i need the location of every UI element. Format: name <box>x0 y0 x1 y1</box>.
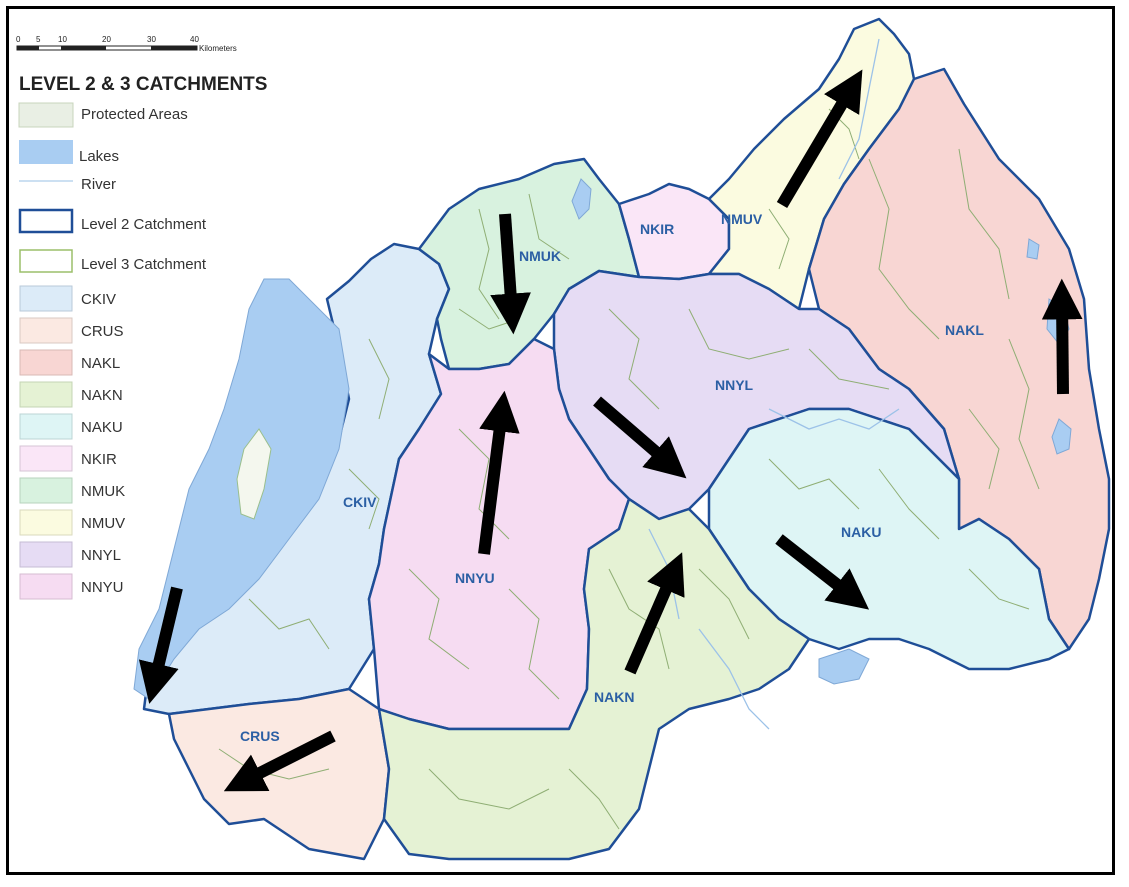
lake-southeast <box>818 648 870 685</box>
flow-arrow-ckiv <box>138 586 183 704</box>
flow-arrow-nakn <box>624 552 685 675</box>
lake-east-3 <box>1026 238 1040 260</box>
flow-arrow-naku <box>775 534 870 610</box>
legend-label-nakn: NAKN <box>81 387 123 404</box>
region-label-nakl: NAKL <box>945 322 984 338</box>
region-crus <box>167 687 391 861</box>
scale-tick-5: 5 <box>36 35 41 44</box>
legend-swatch-level3 <box>19 249 73 273</box>
region-label-nmuk: NMUK <box>519 248 561 264</box>
legend-label-nkir: NKIR <box>81 451 117 468</box>
scale-bar: 0 5 10 20 30 40 Kilometers <box>16 35 237 53</box>
legend-swatch-nnyl <box>19 541 73 568</box>
region-labels: NMUK NKIR NMUV NAKL NNYL CKIV NAKU NNYU … <box>240 211 984 744</box>
scale-tick-10: 10 <box>58 35 67 44</box>
region-label-nakn: NAKN <box>594 689 634 705</box>
legend-label-nnyu: NNYU <box>81 579 124 596</box>
lakes <box>133 178 1072 700</box>
scale-tick-20: 20 <box>102 35 111 44</box>
scale-tick-0: 0 <box>16 35 21 44</box>
legend-swatch-nmuv <box>19 509 73 536</box>
legend-label-level2: Level 2 Catchment <box>81 216 207 233</box>
legend-swatch-nmuk <box>19 477 73 504</box>
flow-arrow-crus <box>223 730 336 792</box>
lake-island <box>236 428 272 520</box>
legend-swatch-protected <box>18 102 74 128</box>
legend-label-naku: NAKU <box>81 419 123 436</box>
legend-swatch-nnyu <box>19 573 73 600</box>
legend-swatch-crus <box>19 317 73 344</box>
region-label-ckiv: CKIV <box>343 494 377 510</box>
legend-label-level3: Level 3 Catchment <box>81 256 207 273</box>
region-label-nnyu: NNYU <box>455 570 495 586</box>
map-frame: 0 5 10 20 30 40 Kilometers <box>6 6 1115 875</box>
legend-swatch-nakl <box>19 349 73 376</box>
region-label-nmuv: NMUV <box>721 211 763 227</box>
flow-arrow-nnyu <box>478 390 520 555</box>
flow-arrow-nmuk <box>490 213 531 335</box>
scale-tick-30: 30 <box>147 35 156 44</box>
legend-swatch-ckiv <box>19 285 73 312</box>
legend-label-lakes: Lakes <box>79 148 119 165</box>
legend-label-river: River <box>81 176 116 193</box>
legend-swatch-naku <box>19 413 73 440</box>
scale-tick-40: 40 <box>190 35 199 44</box>
legend: LEVEL 2 & 3 CATCHMENTS Protected Areas L… <box>18 74 267 600</box>
legend-label-ckiv: CKIV <box>81 291 116 308</box>
flow-arrows <box>138 69 1083 792</box>
legend-label-nakl: NAKL <box>81 355 120 372</box>
legend-label-protected: Protected Areas <box>81 106 188 123</box>
flow-arrow-nnyl <box>593 396 687 479</box>
flow-arrow-nmuv <box>776 69 863 209</box>
region-label-nnyl: NNYL <box>715 377 754 393</box>
flow-arrow-nakl <box>1041 278 1083 395</box>
catchment-map: 0 5 10 20 30 40 Kilometers <box>16 17 1111 861</box>
region-label-naku: NAKU <box>841 524 881 540</box>
legend-label-crus: CRUS <box>81 323 124 340</box>
legend-label-nnyl: NNYL <box>81 547 121 564</box>
lake-east-2 <box>1051 418 1072 455</box>
region-label-nkir: NKIR <box>640 221 674 237</box>
legend-swatch-level2 <box>18 208 74 234</box>
legend-swatch-nakn <box>19 381 73 408</box>
legend-swatch-nkir <box>19 445 73 472</box>
scale-unit: Kilometers <box>199 44 237 53</box>
region-nakn <box>377 497 811 861</box>
legend-swatch-lakes <box>19 140 73 164</box>
level3-subcatchments <box>218 108 1040 830</box>
legend-label-nmuk: NMUK <box>81 483 125 500</box>
lake-north <box>571 178 592 220</box>
legend-title: LEVEL 2 & 3 CATCHMENTS <box>19 74 267 95</box>
region-label-crus: CRUS <box>240 728 280 744</box>
legend-label-nmuv: NMUV <box>81 515 125 532</box>
